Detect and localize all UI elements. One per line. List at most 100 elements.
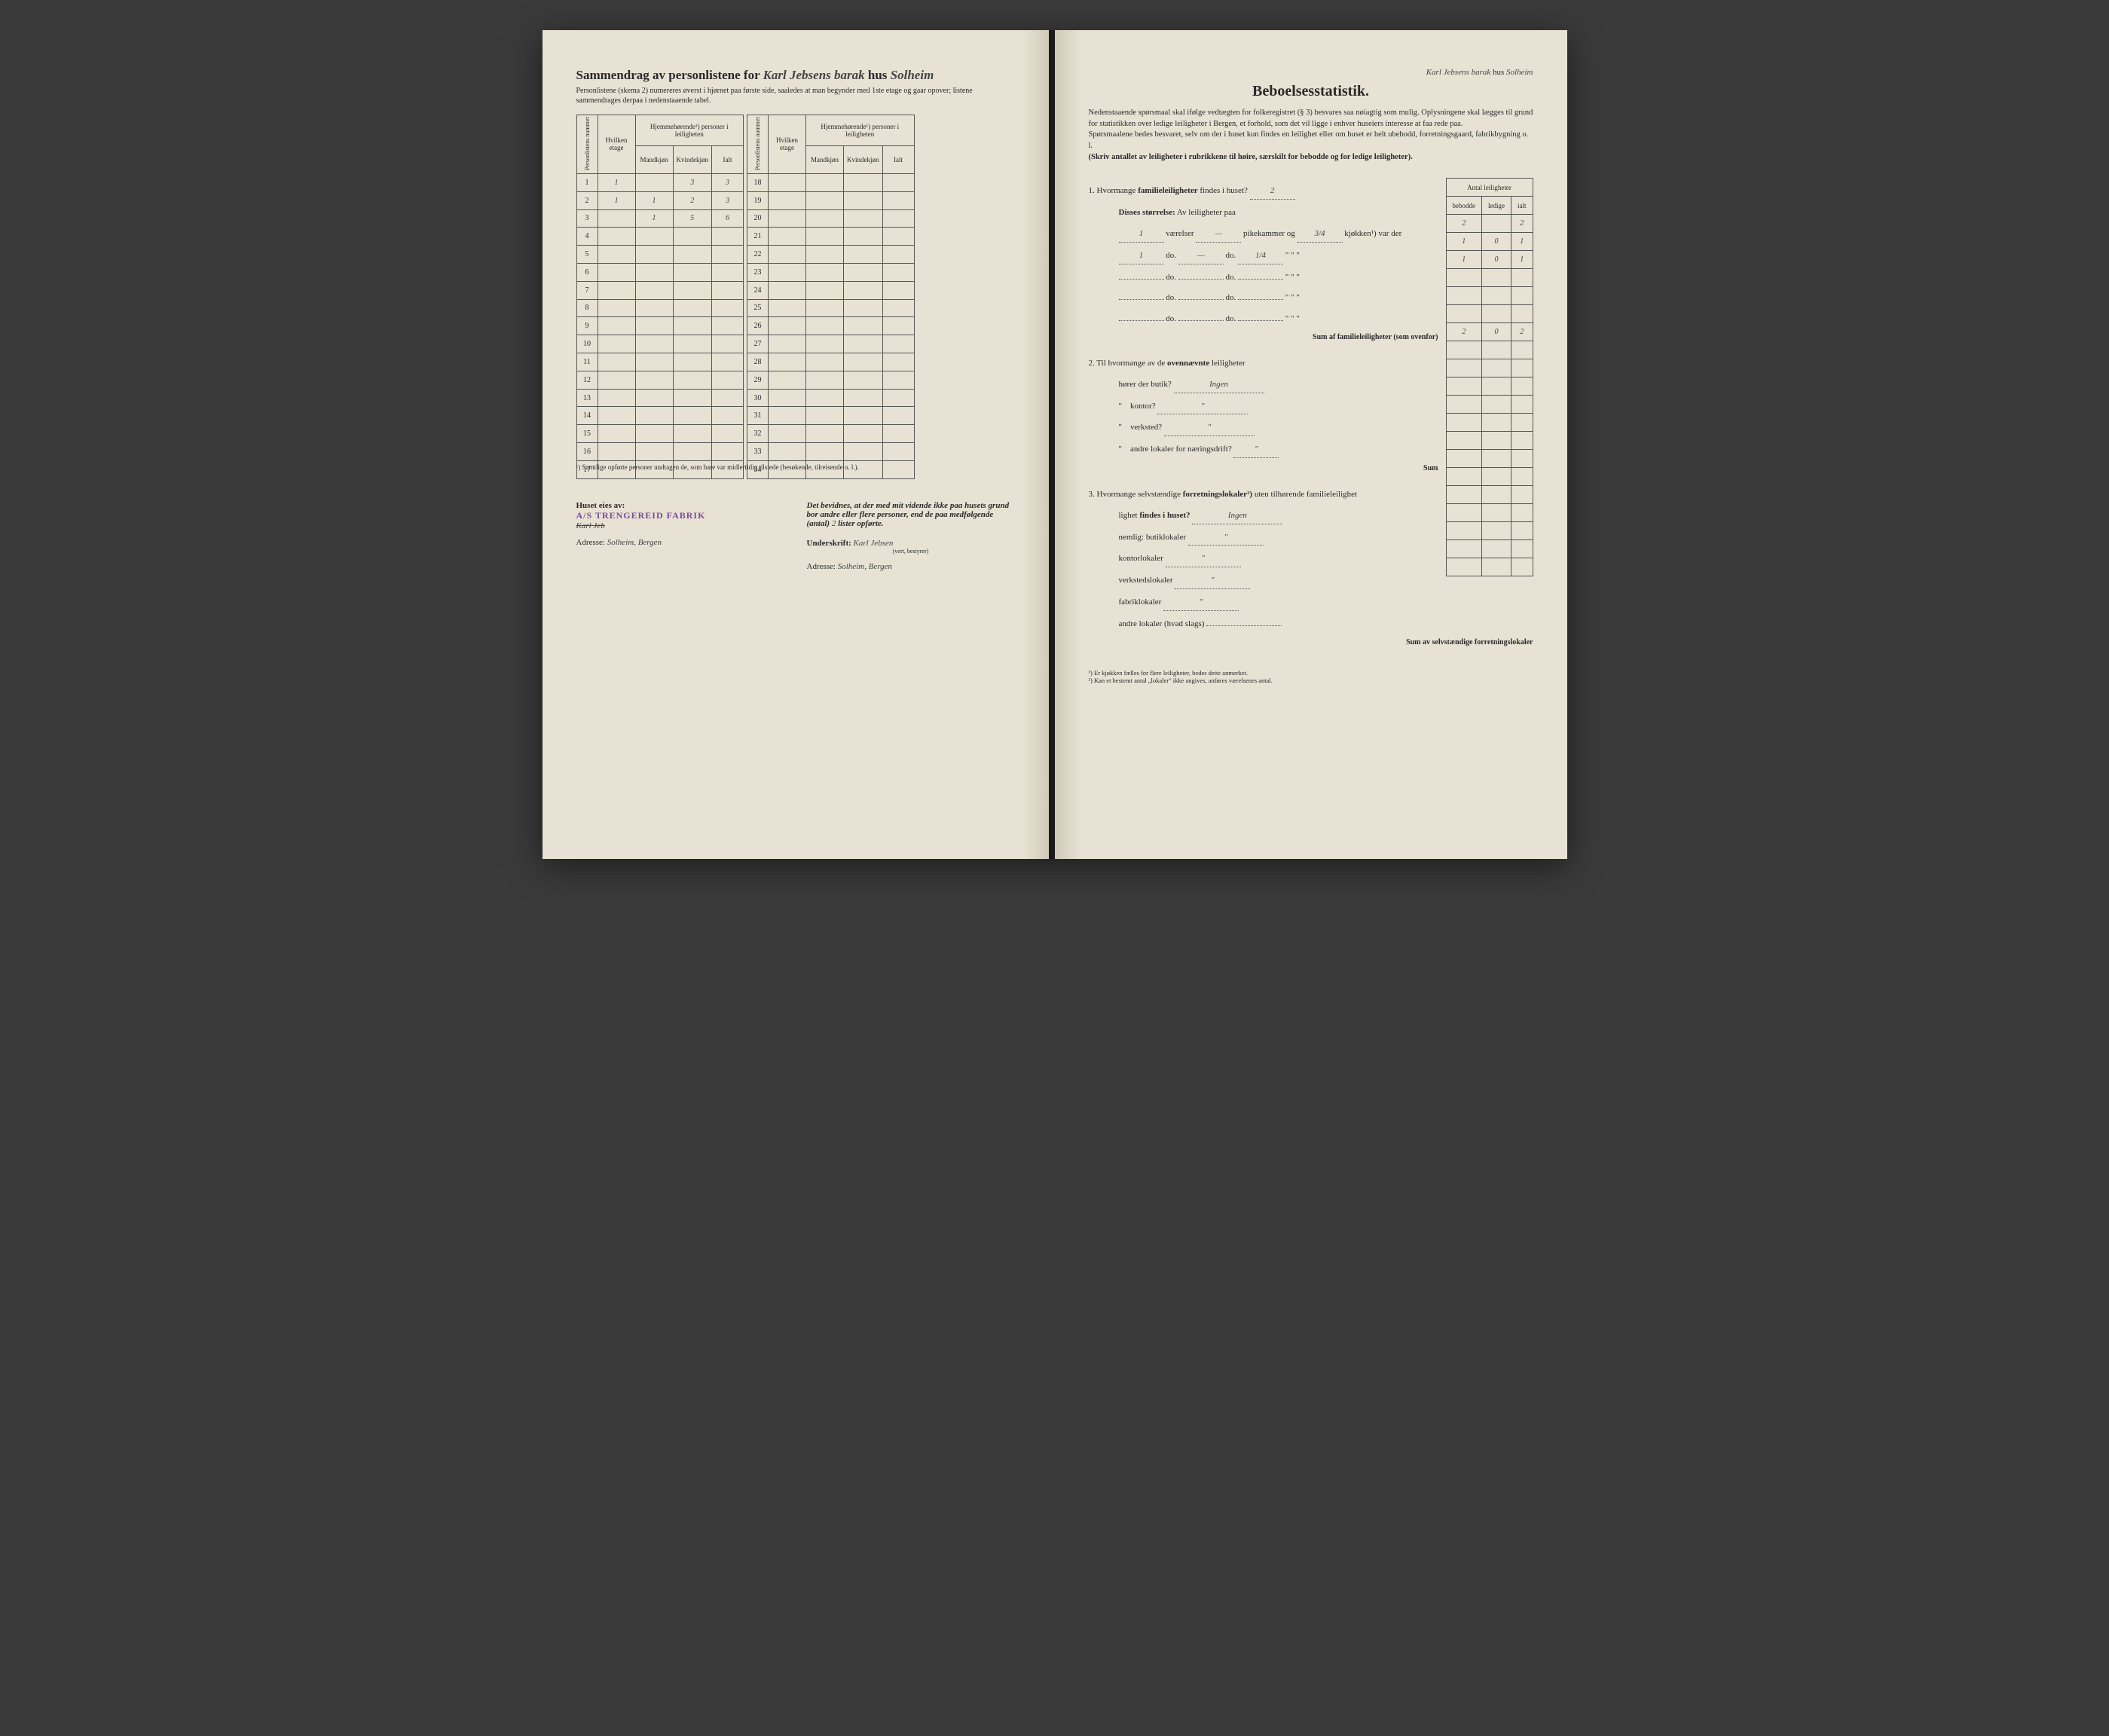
q2-bold: ovennævnte: [1167, 359, 1209, 368]
table-row: 1133: [576, 173, 744, 191]
table-cell: [635, 228, 673, 246]
ra-l2: pikekammer og: [1243, 229, 1295, 238]
table-cell: [844, 173, 883, 191]
stats-row-sum2: [1446, 432, 1533, 450]
table-cell: [769, 191, 806, 209]
table-row: 32: [747, 425, 915, 443]
table-cell: [598, 263, 635, 281]
table-cell: [598, 443, 635, 461]
table-cell: [806, 228, 844, 246]
table-cell: [882, 389, 914, 407]
table-cell: [806, 263, 844, 281]
do-d1: do.: [1166, 293, 1176, 302]
ra-kj: 3/4: [1297, 227, 1343, 243]
table-row: 10: [576, 335, 744, 353]
table-cell: [806, 353, 844, 371]
q2-butik-label: hører der butik?: [1119, 380, 1172, 389]
stats-row-sum: 2 0 2: [1446, 323, 1533, 341]
right-header-mid: hus: [1493, 68, 1504, 77]
table-cell: [673, 299, 712, 317]
table-cell: 1: [576, 173, 598, 191]
stats-row-empty2: [1446, 287, 1533, 305]
table-cell: [806, 246, 844, 264]
table-cell: 8: [576, 299, 598, 317]
owner-label: Huset eies av:: [576, 501, 784, 510]
rb-i: 1: [1511, 251, 1533, 269]
q3-fabrik: fabriklokaler ": [1089, 595, 1533, 611]
table-cell: [673, 246, 712, 264]
table-cell: [712, 425, 744, 443]
table-cell: [673, 335, 712, 353]
table-row: 14: [576, 407, 744, 425]
table-cell: [598, 209, 635, 228]
census-table-left: Personlistens nummer Hvilken etage Hjemm…: [576, 115, 744, 479]
table-cell: 11: [576, 353, 598, 371]
table-cell: [635, 443, 673, 461]
sum-b: 2: [1446, 323, 1482, 341]
table-cell: [844, 209, 883, 228]
do-e2: do.: [1226, 314, 1236, 323]
table-cell: 1: [635, 209, 673, 228]
hdr-kvinde: Kvindekjøn: [673, 146, 712, 173]
table-row: 33: [747, 443, 915, 461]
table-cell: 26: [747, 317, 769, 335]
table-cell: 3: [576, 209, 598, 228]
left-title: Sammendrag av personlistene for Karl Jeb…: [576, 68, 1015, 83]
table-cell: 21: [747, 228, 769, 246]
adresse-label-2: Adresse:: [807, 562, 836, 571]
table-cell: 3: [712, 191, 744, 209]
disses-label: Disses størrelse:: [1119, 208, 1175, 217]
table-cell: [882, 173, 914, 191]
title-handwritten-1: Karl Jebsens barak: [763, 68, 865, 82]
hdr-personlistens-2: Personlistens nummer: [754, 117, 761, 170]
table-cell: [635, 335, 673, 353]
table-cell: [806, 407, 844, 425]
table-cell: [598, 407, 635, 425]
table-cell: 6: [576, 263, 598, 281]
table-cell: [844, 371, 883, 389]
rb-l3: " " ": [1285, 251, 1300, 260]
ra-pk: —: [1196, 227, 1241, 243]
hdr-hjemme: Hjemmehørende¹) personer i leiligheten: [635, 115, 744, 146]
table-cell: [806, 191, 844, 209]
table-cell: [712, 353, 744, 371]
table-cell: [882, 246, 914, 264]
q3-bold: forretningslokaler²): [1183, 490, 1252, 499]
witness-suffix: lister opførte.: [838, 519, 884, 528]
table-cell: [882, 209, 914, 228]
table-cell: [635, 299, 673, 317]
table-cell: [598, 389, 635, 407]
q1-text: 1. Hvormange: [1089, 186, 1136, 195]
table-row: 12: [576, 371, 744, 389]
table-cell: [844, 443, 883, 461]
q3-text: 3. Hvormange selvstændige: [1089, 490, 1181, 499]
table-row: 23: [747, 263, 915, 281]
q1-bold: familieleiligheter: [1138, 186, 1197, 195]
q3-ans: Ingen: [1192, 509, 1282, 524]
table-row: 18: [747, 173, 915, 191]
table-cell: 1: [635, 191, 673, 209]
right-footnotes: ¹) Er kjøkken fælles for flere leilighet…: [1089, 669, 1533, 684]
do-c2: do.: [1226, 273, 1236, 282]
table-cell: 25: [747, 299, 769, 317]
adresse-label: Adresse:: [576, 538, 606, 547]
hdr-etage: Hvilken etage: [598, 115, 635, 174]
table-cell: [806, 209, 844, 228]
table-row: 9: [576, 317, 744, 335]
table-cell: [882, 228, 914, 246]
stats-row-q2a: [1446, 341, 1533, 359]
table-cell: [769, 371, 806, 389]
table-row: 27: [747, 335, 915, 353]
hdr-personlistens: Personlistens nummer: [584, 117, 591, 170]
q2-andre-label: andre lokaler for næringsdrift?: [1130, 445, 1232, 454]
table-row: 30: [747, 389, 915, 407]
table-cell: [844, 281, 883, 299]
ra-l: 0: [1482, 233, 1511, 251]
table-cell: [882, 371, 914, 389]
stats-row-q2d: [1446, 396, 1533, 414]
table-cell: [769, 443, 806, 461]
table-cell: [712, 371, 744, 389]
table-cell: [769, 228, 806, 246]
table-cell: [844, 246, 883, 264]
table-row: 20: [747, 209, 915, 228]
